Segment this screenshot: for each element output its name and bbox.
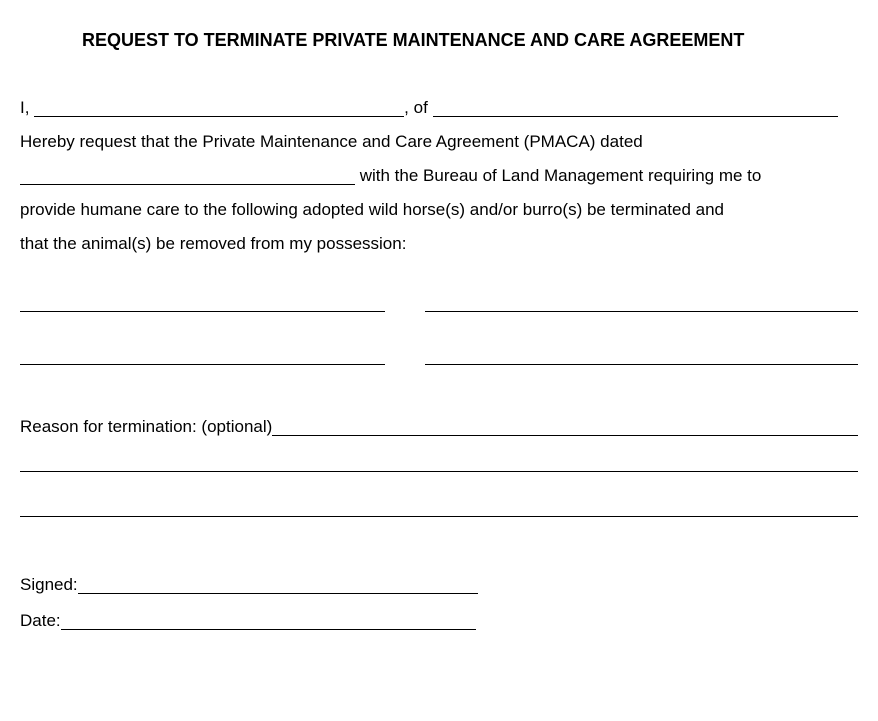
text-of: , of (404, 98, 432, 117)
animal-row (20, 289, 858, 312)
document-container: REQUEST TO TERMINATE PRIVATE MAINTENANCE… (0, 0, 878, 659)
reason-section: Reason for termination: (optional) (20, 405, 858, 517)
reason-blank-full[interactable] (20, 449, 858, 472)
blank-name[interactable] (34, 116, 404, 117)
date-label: Date: (20, 603, 61, 639)
blank-of[interactable] (433, 116, 838, 117)
text-line2-after: with the Bureau of Land Management requi… (355, 166, 761, 185)
signature-section: Signed: Date: (20, 567, 858, 638)
signed-blank[interactable] (78, 593, 478, 594)
reason-blank-full[interactable] (20, 494, 858, 517)
main-paragraph: I, , of Hereby request that the Private … (20, 91, 858, 261)
page-title: REQUEST TO TERMINATE PRIVATE MAINTENANCE… (20, 30, 858, 91)
animal-blank[interactable] (425, 289, 858, 312)
signed-label: Signed: (20, 567, 78, 603)
reason-label: Reason for termination: (optional) (20, 405, 272, 449)
animal-row (20, 342, 858, 365)
text-line1: Hereby request that the Private Maintena… (20, 125, 858, 159)
text-line3: provide humane care to the following ado… (20, 193, 858, 227)
text-i: I, (20, 98, 34, 117)
date-blank[interactable] (61, 629, 476, 630)
blank-dated[interactable] (20, 184, 355, 185)
animal-blank[interactable] (20, 289, 385, 312)
text-line4: that the animal(s) be removed from my po… (20, 227, 858, 261)
animal-blank[interactable] (20, 342, 385, 365)
animal-lines-grid (20, 289, 858, 365)
reason-blank-inline[interactable] (272, 435, 858, 436)
animal-blank[interactable] (425, 342, 858, 365)
